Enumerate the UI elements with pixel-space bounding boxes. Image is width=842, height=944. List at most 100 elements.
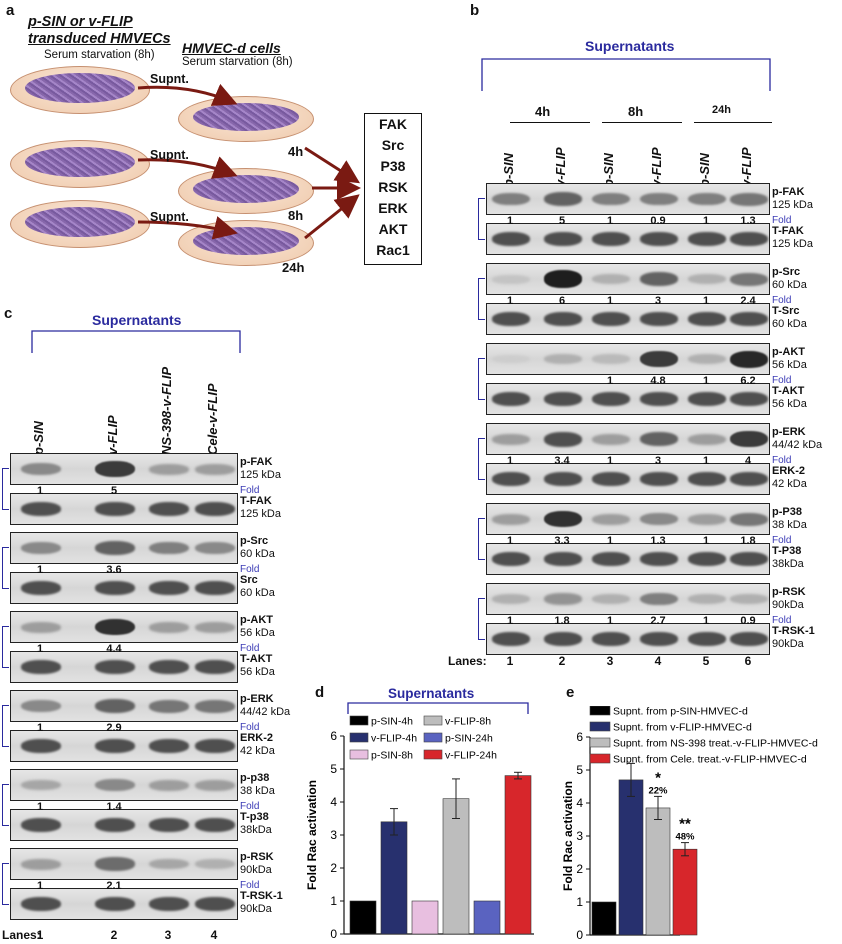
- blot-pair-bracket: [478, 358, 485, 400]
- fold-value: 0.9: [740, 615, 756, 627]
- arrow-24h-markers: [304, 194, 360, 240]
- band-t-p38-lane-4: [640, 552, 678, 566]
- label-p-rsk: p-RSK 90kDa: [240, 851, 274, 876]
- legend-label-2: v-FLIP-4h: [371, 733, 417, 745]
- band-p-src-lane-5: [688, 274, 726, 284]
- bar-3: [411, 900, 439, 935]
- target-subtitle: Serum starvation (8h): [182, 56, 293, 68]
- panel-b-supernatants: Supernatants: [585, 38, 675, 54]
- band-erk-2-lane-2: [544, 472, 582, 486]
- label-p-p38: p-P38 38 kDa: [772, 506, 807, 531]
- blot-pair-bracket: [2, 784, 9, 826]
- band-p-fak-lane-5: [688, 192, 726, 206]
- y-axis-label: Fold Rac activation: [561, 781, 575, 891]
- bar-2: [380, 821, 408, 935]
- bar-6: [504, 775, 532, 935]
- arrow-4h-markers: [304, 146, 361, 184]
- y-tick-label: 3: [330, 828, 337, 842]
- blot-name: p-P38: [772, 506, 802, 518]
- blot-name: p-AKT: [772, 346, 805, 358]
- fold-value: 1: [702, 215, 710, 227]
- band-p-akt-lane-3: [149, 621, 189, 633]
- band-p-p38-lane-1: [492, 513, 530, 525]
- fold-value: 1: [606, 295, 614, 307]
- band-erk-2-lane-2: [95, 739, 135, 753]
- blot-pair-bracket: [478, 278, 485, 320]
- blot-pair-bracket: [478, 438, 485, 480]
- blot-pair-bracket: [2, 705, 9, 747]
- band-t-rsk-1-lane-6: [730, 632, 768, 646]
- band-p-src-lane-1: [21, 542, 61, 554]
- band-src-lane-4: [195, 581, 235, 595]
- legend-label-1: Supnt. from p-SIN-HMVEC-d: [613, 706, 748, 718]
- panel-c-bracket: [31, 330, 241, 353]
- fold-value: 1: [36, 564, 44, 576]
- fold-value: 6: [558, 295, 566, 307]
- lane-number-3: 3: [606, 654, 614, 668]
- band-p-akt-lane-6: [730, 350, 768, 368]
- label-t-src: T-Src 60 kDa: [772, 305, 807, 330]
- label-t-fak: T-FAK 125 kDa: [240, 495, 281, 520]
- panel-b-lanes-label: Lanes:: [448, 654, 487, 668]
- marker-src: Src: [381, 137, 405, 153]
- band-p-rsk-lane-3: [592, 594, 630, 604]
- fold-label: Fold: [240, 564, 260, 575]
- lane-number-3: 3: [164, 928, 172, 942]
- legend-swatch-3: [589, 737, 611, 748]
- band-t-src-lane-4: [640, 312, 678, 326]
- bar-4: [442, 798, 470, 935]
- target-dish-4h: [178, 96, 314, 142]
- label-t-fak: T-FAK 125 kDa: [772, 225, 813, 250]
- bar-2: [618, 779, 644, 936]
- band-p-p38-lane-2: [544, 510, 582, 528]
- panel-b-time-8h: 8h: [628, 104, 644, 119]
- band-p-src-lane-2: [95, 541, 135, 555]
- band-p-rsk-lane-2: [544, 593, 582, 605]
- panel-b-time-4h: 4h: [535, 104, 551, 119]
- band-p-rsk-lane-6: [730, 594, 768, 604]
- source-subtitle: Serum starvation (8h): [44, 49, 155, 61]
- lane-header-4: Cele-v-FLIP: [205, 383, 220, 455]
- band-t-rsk-1-lane-3: [592, 632, 630, 646]
- fold-value: 1: [702, 375, 710, 387]
- band-t-akt-lane-4: [640, 392, 678, 406]
- band-t-fak-lane-5: [688, 232, 726, 246]
- band-t-src-lane-5: [688, 312, 726, 326]
- supnt-label-2: Supnt.: [150, 148, 189, 162]
- lane-header-6: v-FLIP: [739, 147, 754, 187]
- band-p-p38-lane-6: [730, 512, 768, 526]
- band-t-fak-lane-2: [544, 232, 582, 246]
- blot-t-rsk-1: [486, 623, 770, 655]
- blot-name: T-Src: [772, 305, 800, 317]
- significance-stars: **: [679, 816, 691, 833]
- band-p-src-lane-4: [640, 272, 678, 286]
- blot-pair-bracket: [478, 598, 485, 640]
- blot-p-p38: [10, 769, 238, 801]
- fold-value: 2.4: [740, 295, 756, 307]
- band-src-lane-1: [21, 581, 61, 595]
- label-p-erk: p-ERK 44/42 kDa: [240, 693, 291, 718]
- label-t-rsk-1: T-RSK-1 90kDa: [772, 625, 815, 650]
- fold-label: Fold: [240, 485, 260, 496]
- time-label-8h: 8h: [288, 208, 304, 223]
- label-p-src: p-Src 60 kDa: [240, 535, 275, 560]
- blot-pair-bracket: [2, 547, 9, 589]
- fold-value: 3: [654, 455, 662, 467]
- band-p-fak-lane-3: [592, 192, 630, 206]
- band-p-p38-lane-4: [640, 513, 678, 525]
- percent-inhibition: 22%: [648, 785, 668, 796]
- blot-erk-2: [10, 730, 238, 762]
- band-p-erk-lane-6: [730, 431, 768, 447]
- band-t-p38-lane-2: [95, 818, 135, 832]
- bar-1: [591, 901, 617, 936]
- label-src: Src 60 kDa: [240, 574, 275, 599]
- band-p-akt-lane-1: [492, 354, 530, 364]
- blot-t-p38: [486, 543, 770, 575]
- fold-value: 1: [506, 615, 514, 627]
- band-p-erk-lane-3: [592, 433, 630, 445]
- label-t-akt: T-AKT 56 kDa: [240, 653, 275, 678]
- bar-4: [672, 848, 698, 936]
- legend-swatch-1: [589, 706, 611, 716]
- blot-name: T-AKT: [240, 653, 273, 665]
- fold-label: Fold: [240, 722, 260, 733]
